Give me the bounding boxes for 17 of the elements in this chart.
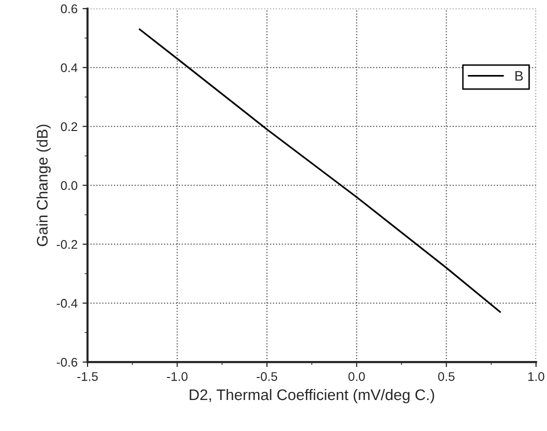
y-tick-label: 0.0: [60, 181, 78, 190]
x-tick-label: 1.0: [528, 372, 544, 381]
y-tick-label: -0.2: [56, 240, 78, 249]
y-tick-label: 0.4: [60, 63, 78, 72]
legend-label: B: [515, 71, 523, 81]
x-axis-title: D2, Thermal Coefficient (mV/deg C.): [190, 388, 434, 404]
x-tick-label: -1.0: [167, 372, 188, 381]
y-tick-label: 0.6: [60, 4, 78, 14]
x-tick-label: -1.5: [77, 372, 98, 381]
line-series: [138, 28, 502, 313]
y-axis-title: Gain Change (dB): [36, 124, 51, 246]
x-tick-label: 0.0: [348, 372, 365, 381]
y-tick-label: -0.6: [56, 358, 78, 367]
y-tick-label: 0.2: [60, 122, 78, 132]
y-tick-label: -0.4: [56, 298, 78, 308]
x-tick-label: -0.5: [256, 372, 278, 381]
x-tick-label: 0.5: [438, 372, 455, 381]
